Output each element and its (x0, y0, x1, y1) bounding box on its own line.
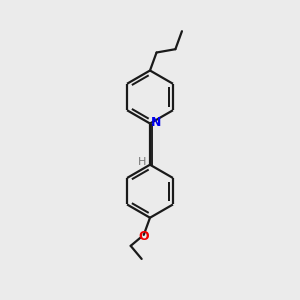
Text: H: H (138, 158, 146, 167)
Text: O: O (138, 230, 149, 243)
Text: N: N (151, 116, 162, 128)
